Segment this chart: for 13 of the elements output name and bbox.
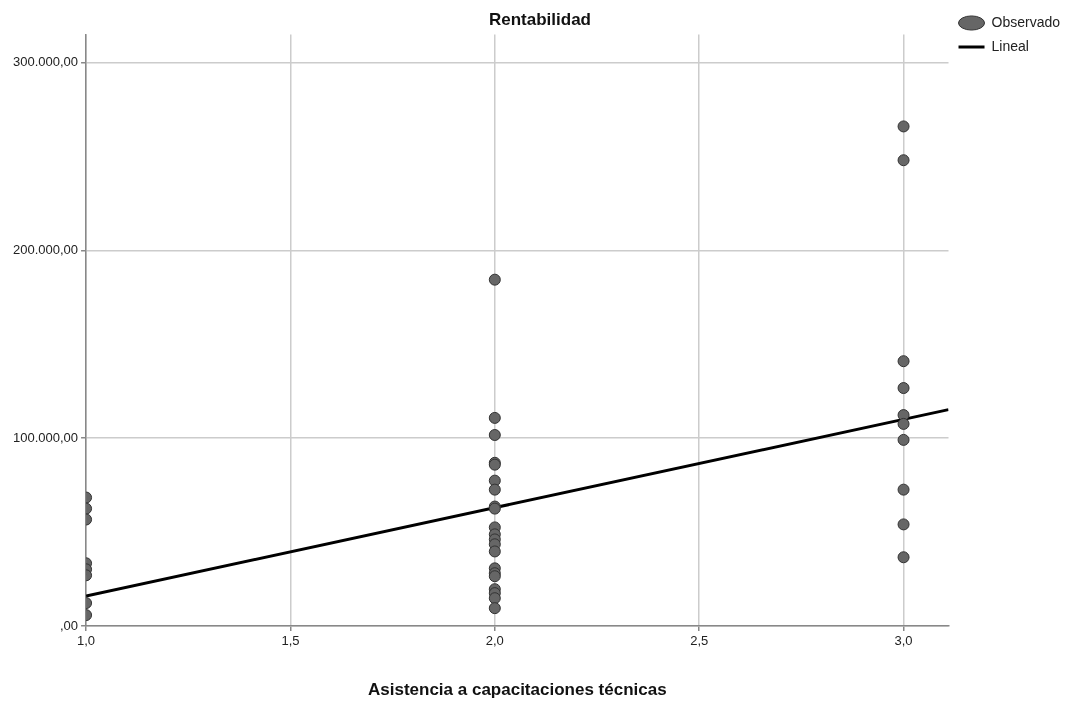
x-tick-label: 1,0 <box>77 633 96 649</box>
x-tick-label: 2,0 <box>485 633 504 649</box>
legend-label: Lineal <box>991 37 1029 54</box>
x-axis-title: Asistencia a capacitaciones técnicas <box>367 680 667 700</box>
x-tick-label: 1,5 <box>281 633 300 649</box>
y-tick-label: 200.000,00 <box>12 241 79 257</box>
legend-label: Observado <box>991 13 1061 30</box>
x-tick-label: 3,0 <box>894 633 913 649</box>
y-tick-label: 300.000,00 <box>12 54 79 70</box>
chart-title: Rentabilidad <box>488 9 592 29</box>
x-tick-label: 2,5 <box>690 633 709 649</box>
y-tick-label: 100.000,00 <box>12 429 79 445</box>
y-tick-label: ,00 <box>59 617 79 633</box>
